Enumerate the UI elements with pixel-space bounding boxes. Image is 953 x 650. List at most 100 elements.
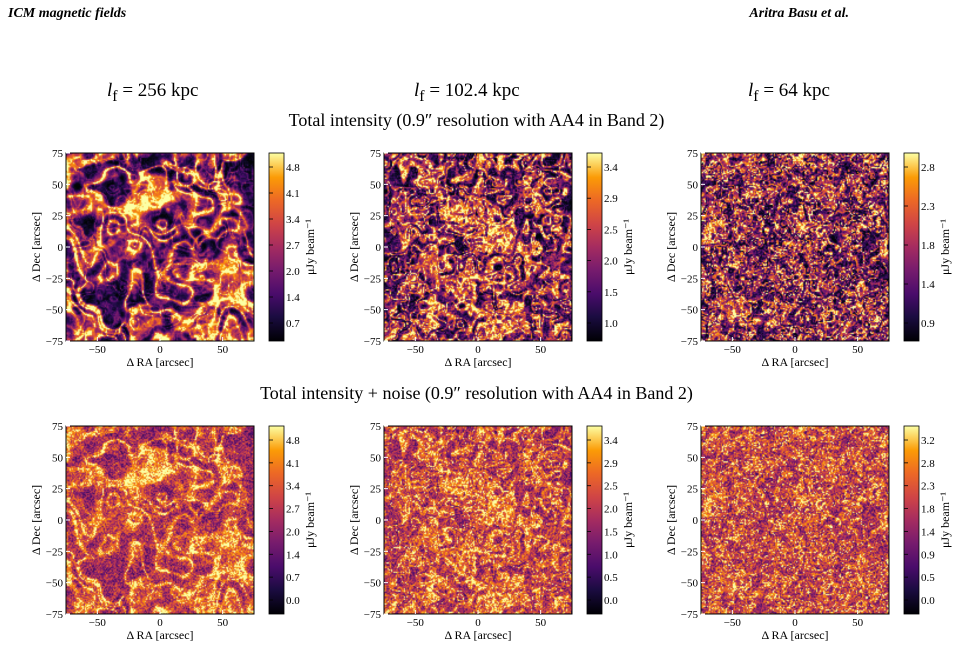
- colorbar: [268, 152, 285, 342]
- y-axis-label: Δ Dec [arcsec]: [664, 212, 678, 282]
- y-tick-label: −25: [46, 546, 64, 558]
- y-tick-label: 50: [687, 452, 699, 464]
- colorbar-tick-label: 1.0: [604, 318, 618, 330]
- y-tick-label: 0: [693, 242, 699, 254]
- x-tick-label: −50: [89, 344, 107, 356]
- y-tick-label: 25: [687, 484, 699, 496]
- column-title-2: lf = 102.4 kpc: [414, 80, 520, 105]
- colorbar-tick-label: 4.1: [286, 188, 300, 200]
- running-header-left: ICM magnetic fields: [8, 6, 127, 21]
- x-tick-label: 50: [217, 344, 229, 356]
- colorbar-tick-label: 2.0: [286, 266, 300, 278]
- y-tick-label: 0: [693, 515, 699, 527]
- x-tick-label: 50: [217, 617, 229, 629]
- y-tick-label: 0: [376, 515, 382, 527]
- x-axis-label: Δ RA [arcsec]: [761, 628, 828, 642]
- colorbar-tick-label: 0.7: [286, 572, 300, 584]
- colorbar-tick-label: 2.5: [604, 224, 618, 236]
- y-tick-label: −25: [681, 273, 699, 285]
- colorbar-tick-label: 2.8: [921, 162, 935, 174]
- x-axis-label: Δ RA [arcsec]: [126, 355, 193, 369]
- y-tick-label: −25: [46, 273, 64, 285]
- intensity-map: [66, 426, 254, 614]
- y-tick-label: 50: [52, 452, 64, 464]
- colorbar-tick-label: 0.0: [921, 595, 935, 607]
- colorbar-tick-label: 2.3: [921, 201, 935, 213]
- colorbar-tick-label: 0.9: [921, 549, 935, 561]
- colorbar-tick-label: 1.8: [921, 240, 935, 252]
- x-tick-label: 0: [157, 344, 163, 356]
- y-tick-label: 25: [52, 484, 64, 496]
- y-tick-label: 50: [370, 452, 382, 464]
- heatmap-panel: 75 50 25 0 −25 −50 −75 −50 0 50 Δ RA [arcsec] Δ Dec…: [664, 421, 952, 642]
- x-tick-label: 0: [792, 344, 798, 356]
- column-title-1: lf = 256 kpc: [107, 80, 199, 105]
- heatmap-panel: 75 50 25 0 −25 −50 −75 −50 0 50 Δ RA [arcsec] Δ Dec…: [29, 148, 317, 369]
- x-tick-label: 0: [475, 344, 481, 356]
- colorbar-tick-label: 3.2: [921, 435, 935, 447]
- y-tick-label: 0: [58, 242, 64, 254]
- y-tick-label: 50: [687, 179, 699, 191]
- y-tick-label: 75: [687, 421, 699, 433]
- x-axis-label: Δ RA [arcsec]: [126, 628, 193, 642]
- colorbar-label: μJy beam⁻¹: [303, 219, 317, 275]
- y-axis-label: Δ Dec [arcsec]: [29, 485, 43, 555]
- colorbar-tick-label: 2.9: [604, 193, 618, 205]
- colorbar: [903, 152, 920, 342]
- colorbar-label: μJy beam⁻¹: [621, 219, 635, 275]
- colorbar-tick-label: 0.0: [286, 595, 300, 607]
- x-tick-label: 50: [535, 344, 547, 356]
- colorbar-tick-label: 2.7: [286, 240, 300, 252]
- y-tick-label: 75: [687, 148, 699, 160]
- colorbar-tick-label: 1.8: [921, 504, 935, 516]
- colorbar: [586, 152, 603, 342]
- y-tick-label: −25: [364, 546, 382, 558]
- y-tick-label: 0: [376, 242, 382, 254]
- y-tick-label: 75: [52, 148, 64, 160]
- y-tick-label: −75: [364, 609, 382, 621]
- intensity-map: [384, 153, 572, 341]
- colorbar-label: μJy beam⁻¹: [938, 492, 952, 548]
- y-tick-label: 25: [52, 211, 64, 223]
- x-tick-label: 0: [475, 617, 481, 629]
- colorbar-tick-label: 0.5: [604, 572, 618, 584]
- y-tick-label: −50: [364, 305, 382, 317]
- y-axis-label: Δ Dec [arcsec]: [347, 485, 361, 555]
- colorbar-tick-label: 0.9: [921, 318, 935, 330]
- intensity-map: [701, 153, 889, 341]
- colorbar-tick-label: 1.0: [604, 549, 618, 561]
- colorbar: [903, 425, 920, 615]
- x-tick-label: −50: [407, 617, 425, 629]
- colorbar-tick-label: 3.4: [286, 481, 300, 493]
- x-tick-label: 50: [852, 617, 864, 629]
- y-axis-label: Δ Dec [arcsec]: [29, 212, 43, 282]
- heatmap-panel: 75 50 25 0 −25 −50 −75 −50 0 50 Δ RA [arcsec] Δ Dec…: [664, 148, 952, 369]
- intensity-map: [701, 426, 889, 614]
- x-tick-label: −50: [89, 617, 107, 629]
- x-tick-label: 50: [535, 617, 547, 629]
- colorbar-label: μJy beam⁻¹: [938, 219, 952, 275]
- x-tick-label: 50: [852, 344, 864, 356]
- y-tick-label: 50: [370, 179, 382, 191]
- y-tick-label: −50: [681, 578, 699, 590]
- heatmap-panel: 75 50 25 0 −25 −50 −75 −50 0 50 Δ RA [arcsec] Δ Dec…: [347, 148, 635, 369]
- colorbar-tick-label: 4.8: [286, 162, 300, 174]
- intensity-map: [66, 153, 254, 341]
- y-tick-label: −50: [681, 305, 699, 317]
- row-title-total-intensity: Total intensity (0.9″ resolution with AA…: [288, 110, 665, 130]
- y-tick-label: −25: [364, 273, 382, 285]
- colorbar-tick-label: 1.4: [921, 279, 935, 291]
- colorbar-tick-label: 2.0: [604, 256, 618, 268]
- y-tick-label: 0: [58, 515, 64, 527]
- x-axis-label: Δ RA [arcsec]: [444, 355, 511, 369]
- colorbar-tick-label: 0.5: [921, 572, 935, 584]
- y-tick-label: −75: [46, 336, 64, 348]
- colorbar-tick-label: 2.9: [604, 458, 618, 470]
- colorbar-tick-label: 2.3: [921, 481, 935, 493]
- x-tick-label: −50: [724, 617, 742, 629]
- colorbar-tick-label: 0.7: [286, 318, 300, 330]
- colorbar-tick-label: 2.7: [286, 504, 300, 516]
- colorbar-tick-label: 0.0: [604, 595, 618, 607]
- y-tick-label: 75: [370, 421, 382, 433]
- running-header-right: Aritra Basu et al.: [749, 6, 849, 21]
